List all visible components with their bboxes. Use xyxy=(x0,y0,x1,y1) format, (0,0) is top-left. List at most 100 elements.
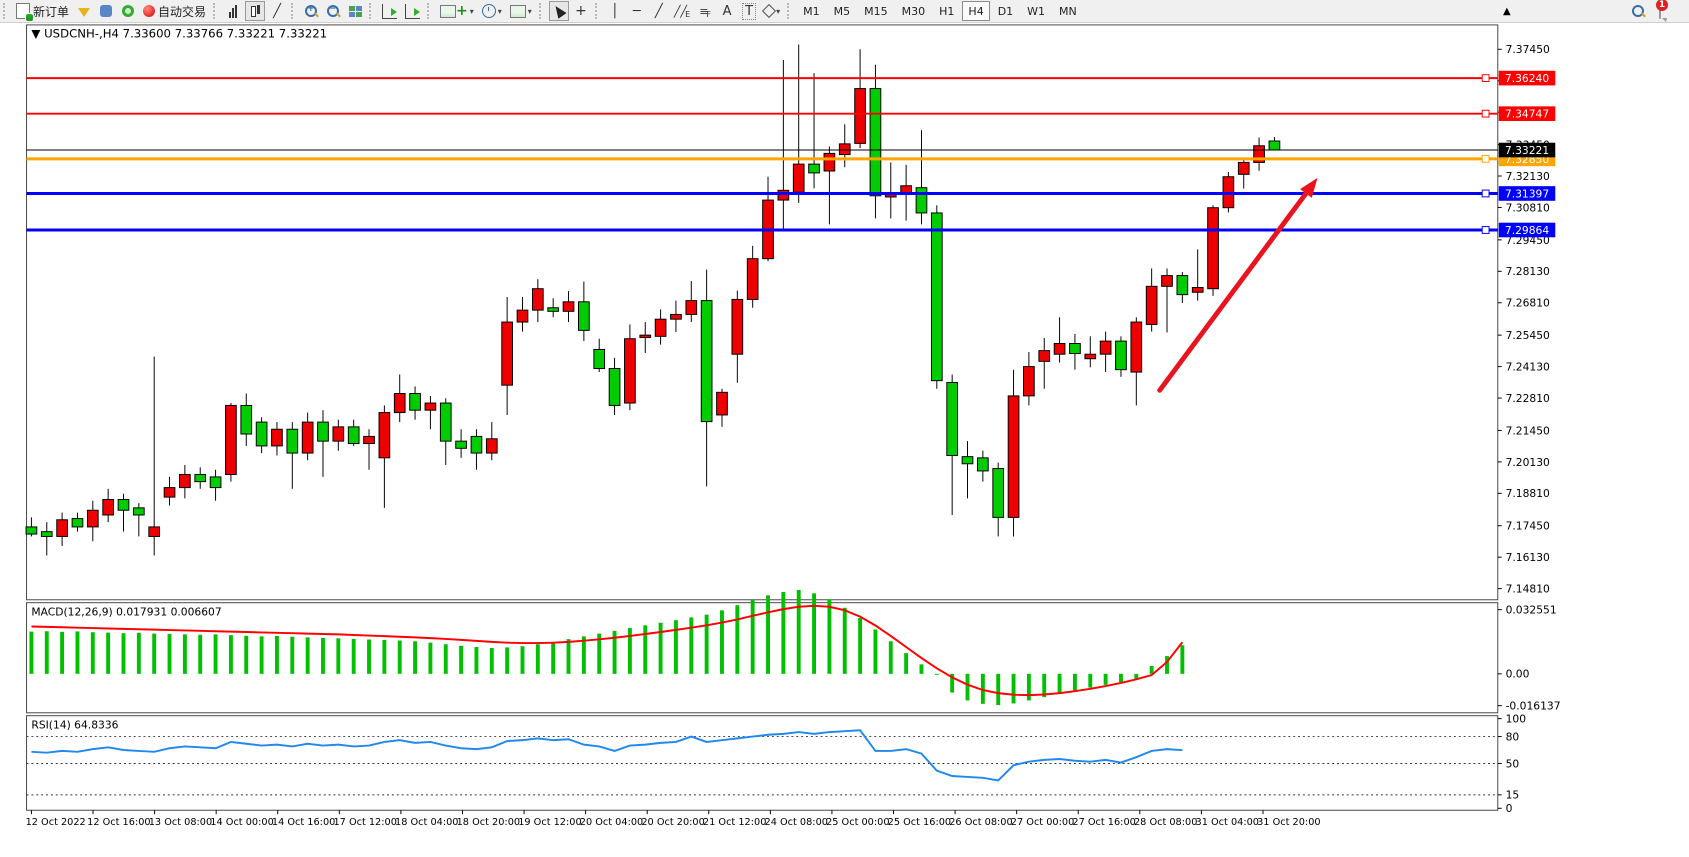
timeframe-button-M15[interactable]: M15 xyxy=(864,4,888,18)
zoom-out-button[interactable]: − xyxy=(323,1,343,21)
notification-badge: 1 xyxy=(1656,0,1668,11)
toolbar-grip xyxy=(787,3,793,19)
macd-histogram-bar xyxy=(704,614,709,674)
vertical-line-button[interactable]: │ xyxy=(605,1,625,21)
macd-histogram-bar xyxy=(1180,645,1185,674)
text-button[interactable]: A xyxy=(717,1,737,21)
price-axis[interactable]: 7.374507.361307.348107.334507.321307.308… xyxy=(1497,43,1561,815)
time-tick-label: 31 Oct 04:00 xyxy=(1196,817,1259,828)
macd-histogram-bar xyxy=(1088,673,1093,688)
indicators-button[interactable]: + ▾ xyxy=(437,1,477,21)
timeframe-button-H4[interactable]: H4 xyxy=(962,1,990,21)
candle-body xyxy=(562,301,575,312)
line-chart-button[interactable]: ╱ xyxy=(267,1,287,21)
macd-histogram-bar xyxy=(182,634,187,674)
trendline-button[interactable]: ╱ xyxy=(649,1,669,21)
chevron-down-icon: ▾ xyxy=(527,6,532,16)
hline-handle[interactable] xyxy=(1481,154,1490,163)
macd-histogram-bar xyxy=(520,646,525,674)
candle-body xyxy=(102,499,114,516)
chart-shift-button[interactable] xyxy=(402,1,423,21)
candle-body xyxy=(746,258,759,300)
macd-histogram-bar xyxy=(121,633,126,674)
label-icon: T xyxy=(742,2,757,20)
timeframe-button-M1[interactable]: M1 xyxy=(803,4,820,18)
crosshair-button[interactable]: + xyxy=(571,1,591,21)
candle-body xyxy=(485,438,498,454)
signal-icon xyxy=(122,5,135,17)
macd-pane[interactable] xyxy=(26,602,1499,714)
macd-tick-label: -0.016137 xyxy=(1506,700,1561,713)
channel-button[interactable]: ╱╱ E xyxy=(671,1,693,21)
candle-body xyxy=(854,88,866,144)
autotrade-button[interactable]: 自动交易 xyxy=(140,1,209,21)
macd-histogram-bar xyxy=(367,639,371,674)
chart-window[interactable]: 7.374507.361307.348107.334507.321307.308… xyxy=(0,22,1689,857)
macd-histogram-bar xyxy=(275,635,279,674)
chart-scroll-marker-icon[interactable]: ▲ xyxy=(1503,6,1511,17)
macd-histogram-bar xyxy=(827,599,832,674)
macd-histogram-bar xyxy=(474,647,479,674)
horizontal-line-button[interactable]: ─ xyxy=(627,1,647,21)
hline-handle[interactable] xyxy=(1481,226,1490,234)
shapes-button[interactable]: ▾ xyxy=(761,1,783,21)
hline-handle[interactable] xyxy=(1481,109,1490,118)
cursor-button[interactable] xyxy=(548,1,569,21)
macd-histogram-bar xyxy=(673,620,678,674)
new-order-label: 新订单 xyxy=(33,4,70,19)
periods-button[interactable]: ▾ xyxy=(479,1,505,21)
candle-body xyxy=(977,457,989,472)
market-watch-button[interactable] xyxy=(74,1,94,21)
timeframe-button-H1[interactable]: H1 xyxy=(939,4,955,18)
terminal-icon xyxy=(100,5,113,17)
fibonacci-button[interactable]: ≡ F xyxy=(695,1,715,21)
main-chart-pane[interactable] xyxy=(26,24,1499,601)
hline-handle[interactable] xyxy=(1481,74,1490,83)
candle-body xyxy=(946,382,959,456)
zoom-in-button[interactable]: + xyxy=(301,1,321,21)
price-tick-label: 7.20130 xyxy=(1506,456,1550,469)
candle-body xyxy=(132,507,145,516)
candle-body xyxy=(40,531,53,537)
candle-body xyxy=(1161,275,1173,287)
fibonacci-letter: F xyxy=(706,9,712,19)
macd-histogram-bar xyxy=(244,635,249,674)
rsi-tick-label: 80 xyxy=(1506,730,1520,743)
label-button[interactable]: T xyxy=(739,1,759,21)
macd-histogram-bar xyxy=(152,633,157,674)
candlestick-chart-button[interactable] xyxy=(245,1,266,21)
indicators-icon xyxy=(440,4,457,18)
bar-chart-button[interactable] xyxy=(223,1,243,21)
signal-button[interactable] xyxy=(118,1,138,21)
hline-price-badge xyxy=(1498,70,1556,86)
templates-button[interactable]: ▾ xyxy=(507,1,535,21)
tile-windows-button[interactable] xyxy=(345,1,365,21)
timeframe-button-W1[interactable]: W1 xyxy=(1027,4,1046,18)
toolbar-grip xyxy=(427,3,433,19)
rsi-label: RSI(14) 64.8336 xyxy=(31,718,118,731)
candle-body xyxy=(1191,287,1204,293)
timeframe-button-M5[interactable]: M5 xyxy=(833,4,851,18)
terminal-button[interactable] xyxy=(96,1,116,21)
chat-button[interactable]: 1 xyxy=(1656,0,1668,19)
auto-scroll-button[interactable] xyxy=(379,1,400,21)
trend-arrow-shaft[interactable] xyxy=(1157,184,1313,393)
trendline-icon: ╱ xyxy=(654,3,663,19)
macd-histogram-bar xyxy=(812,593,817,674)
search-icon[interactable] xyxy=(1631,4,1645,18)
macd-histogram-bar xyxy=(796,590,801,674)
candle-body xyxy=(1038,350,1051,362)
timeframe-button-M30[interactable]: M30 xyxy=(901,4,926,18)
candle-body xyxy=(516,309,529,323)
timeframe-button-MN[interactable]: MN xyxy=(1059,4,1077,18)
hline-handle[interactable] xyxy=(1481,189,1490,198)
macd-histogram-bar xyxy=(167,633,172,674)
candle-body xyxy=(654,318,667,337)
candle-body xyxy=(624,338,636,404)
new-order-button[interactable]: 新订单 xyxy=(13,1,72,21)
timeframe-button-D1[interactable]: D1 xyxy=(997,4,1014,18)
zoom-out-icon: − xyxy=(326,4,340,18)
text-icon: A xyxy=(722,3,732,19)
chart-canvas[interactable]: 7.374507.361307.348107.334507.321307.308… xyxy=(0,22,1689,857)
